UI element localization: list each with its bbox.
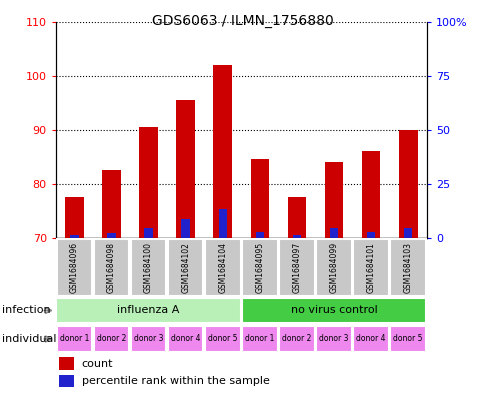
Bar <box>56 298 241 323</box>
Bar <box>353 239 388 296</box>
Text: GSM1684103: GSM1684103 <box>403 242 412 293</box>
Bar <box>316 239 351 296</box>
Bar <box>70 235 78 238</box>
Text: GSM1684097: GSM1684097 <box>292 242 301 293</box>
Text: donor 5: donor 5 <box>208 334 237 343</box>
Bar <box>218 209 227 238</box>
Text: GSM1684099: GSM1684099 <box>329 242 338 293</box>
Text: GSM1684095: GSM1684095 <box>255 242 264 293</box>
Text: donor 2: donor 2 <box>96 334 126 343</box>
Bar <box>242 239 277 296</box>
Text: GDS6063 / ILMN_1756880: GDS6063 / ILMN_1756880 <box>151 14 333 28</box>
Text: donor 5: donor 5 <box>393 334 422 343</box>
Text: count: count <box>82 358 113 369</box>
Text: GSM1684104: GSM1684104 <box>218 242 227 293</box>
Text: GSM1684098: GSM1684098 <box>106 242 116 293</box>
Bar <box>107 233 115 238</box>
Bar <box>241 298 425 323</box>
Bar <box>255 232 263 238</box>
Bar <box>324 162 343 238</box>
Text: infection: infection <box>2 305 51 316</box>
Bar <box>329 228 337 238</box>
Bar <box>102 170 121 238</box>
Bar <box>60 357 74 369</box>
Text: no virus control: no virus control <box>290 305 377 316</box>
Bar <box>316 326 351 352</box>
Bar <box>176 100 195 238</box>
Bar <box>361 151 379 238</box>
Text: GSM1684101: GSM1684101 <box>366 242 375 293</box>
Text: GSM1684100: GSM1684100 <box>144 242 153 293</box>
Bar <box>65 197 83 238</box>
Bar <box>287 197 305 238</box>
Text: donor 1: donor 1 <box>60 334 89 343</box>
Text: donor 3: donor 3 <box>318 334 348 343</box>
Bar <box>167 239 203 296</box>
Text: donor 2: donor 2 <box>282 334 311 343</box>
Bar <box>131 326 166 352</box>
Bar <box>205 239 240 296</box>
Text: GSM1684096: GSM1684096 <box>70 242 79 293</box>
Bar <box>279 239 314 296</box>
Text: donor 1: donor 1 <box>244 334 274 343</box>
Text: GSM1684102: GSM1684102 <box>181 242 190 293</box>
Bar <box>292 235 301 238</box>
Text: donor 4: donor 4 <box>356 334 385 343</box>
Text: influenza A: influenza A <box>117 305 180 316</box>
Bar <box>205 326 240 352</box>
Bar <box>213 65 231 238</box>
Bar <box>242 326 277 352</box>
Bar <box>167 326 203 352</box>
Bar <box>181 219 189 238</box>
Bar <box>398 130 417 238</box>
Text: donor 3: donor 3 <box>134 334 163 343</box>
Bar <box>93 326 129 352</box>
Bar <box>353 326 388 352</box>
Bar <box>139 127 157 238</box>
Bar <box>390 326 425 352</box>
Bar <box>93 239 129 296</box>
Bar <box>250 160 269 238</box>
Bar <box>131 239 166 296</box>
Bar <box>57 326 92 352</box>
Bar <box>390 239 425 296</box>
Text: individual: individual <box>2 334 57 344</box>
Text: percentile rank within the sample: percentile rank within the sample <box>82 376 269 386</box>
Bar <box>366 232 375 238</box>
Bar <box>403 228 411 238</box>
Bar <box>57 239 92 296</box>
Text: donor 4: donor 4 <box>170 334 200 343</box>
Bar <box>60 375 74 387</box>
Bar <box>144 228 152 238</box>
Bar <box>279 326 314 352</box>
